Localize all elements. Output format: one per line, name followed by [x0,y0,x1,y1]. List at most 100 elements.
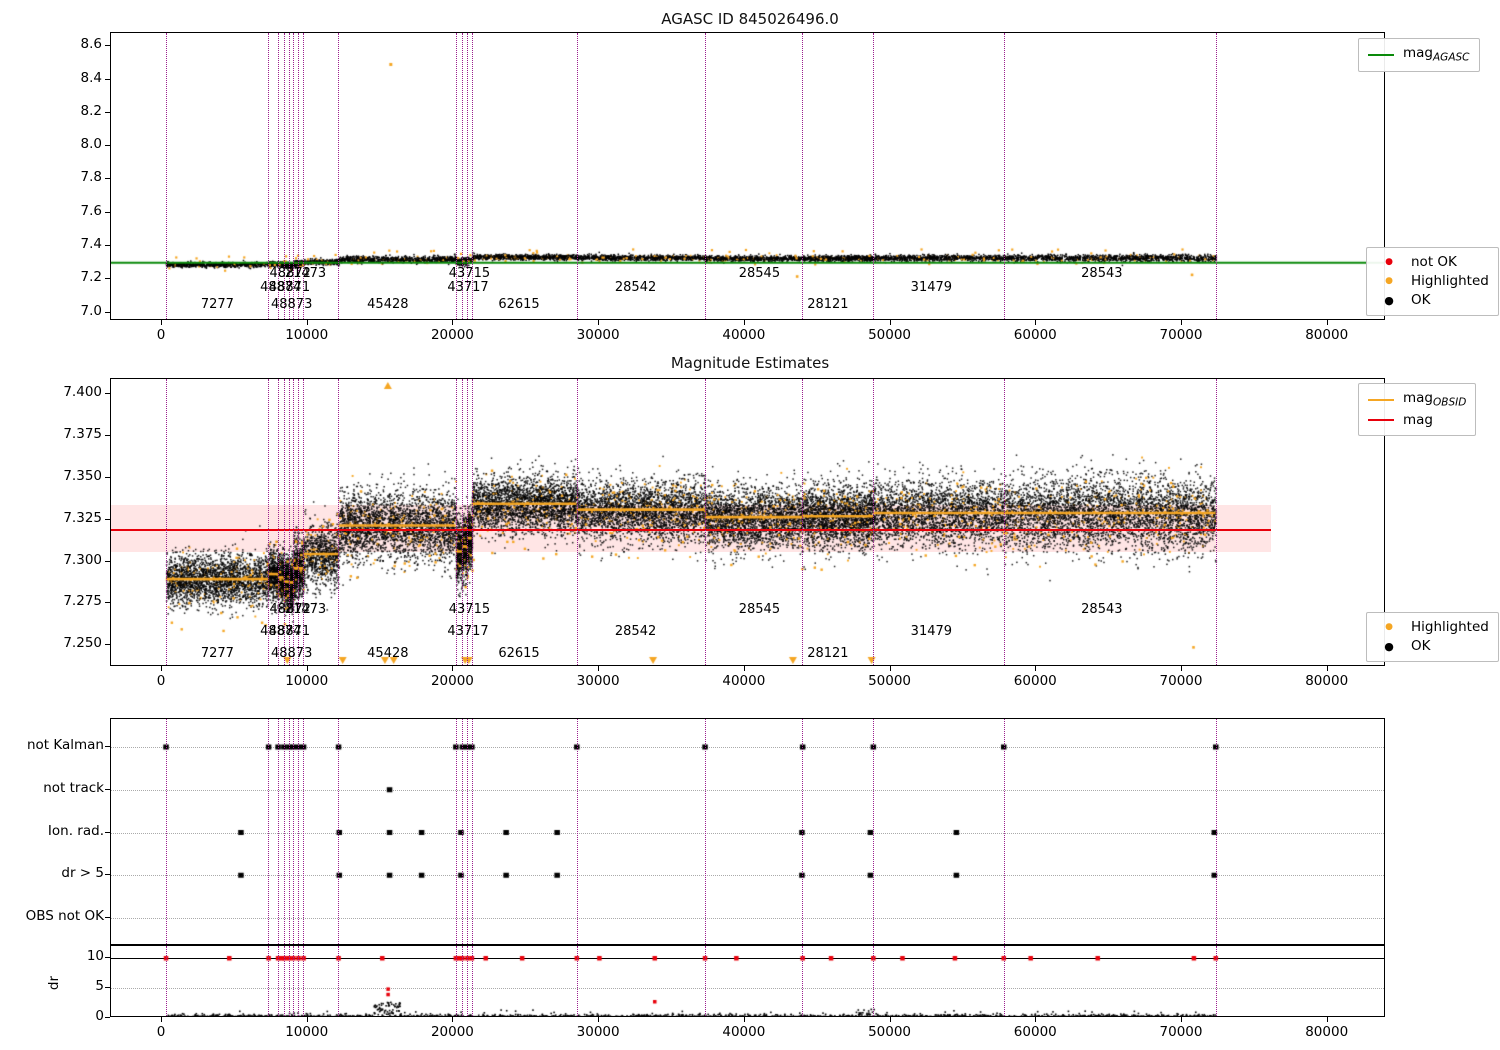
obsid-divider-line [873,379,875,665]
x-tick-label: 40000 [722,1024,766,1040]
obsid-divider-line [471,719,473,944]
legend-point-classes-panel1[interactable]: ● not OK ● Highlighted ● OK [1366,247,1499,317]
obsid-divider-line [293,719,295,944]
obsid-divider-line [165,946,167,1016]
x-tick-label: 50000 [868,1024,912,1040]
x-tick-label: 70000 [1159,327,1203,343]
obsid-divider-line [338,33,340,319]
obsid-divider-line [268,379,270,665]
obsid-label: 21473 [284,602,327,617]
obsid-label: 28121 [807,646,849,661]
dr-axis-label: dr [46,975,62,991]
obsid-divider-line [455,719,457,944]
obsid-divider-line [704,719,706,944]
legend-entry[interactable]: magAGASC [1368,44,1470,66]
x-tick-label: 30000 [576,327,620,343]
obsid-divider-line [462,379,464,665]
obsid-divider-line [303,946,305,1016]
obsid-divider-line [298,33,300,319]
obsid-divider-line [165,719,167,944]
obsid-divider-line [1003,379,1005,665]
obsid-divider-line [338,719,340,944]
dr-tick-label: 10 [86,948,104,964]
obsid-divider-line [338,379,340,665]
y-tick-mark [105,245,110,247]
y-tick-mark [105,1017,110,1018]
obsid-divider-line [1003,719,1005,944]
legend-label: Highlighted [1411,273,1489,290]
legend-entry[interactable]: magOBSID [1368,389,1466,411]
legend-point-classes-panel2[interactable]: ● Highlighted ● OK [1366,612,1499,663]
legend-mag-agasc[interactable]: magAGASC [1358,38,1480,72]
obsid-divider-line [293,379,295,665]
obsid-label: 45428 [367,297,409,312]
legend-label: OK [1411,638,1431,655]
legend-entry[interactable]: ● OK [1376,637,1489,656]
x-tick-label: 0 [156,1024,166,1040]
x-tick-mark [306,1017,308,1022]
obsid-divider-line [467,946,469,1016]
legend-line-swatch [1368,419,1394,422]
y-tick-mark [105,560,110,562]
y-tick-mark [105,957,110,958]
legend-entry[interactable]: ● Highlighted [1376,272,1489,291]
page-title: AGASC ID 845026496.0 [661,10,839,28]
obsid-divider-line [303,33,305,319]
y-tick-mark [105,987,110,988]
legend-line-swatch [1368,53,1394,56]
y-tick-mark [105,476,110,478]
legend-label: mag [1403,411,1433,428]
legend-label: Highlighted [1411,619,1489,635]
y-tick-mark [105,788,110,790]
obsid-divider-line [298,946,300,1016]
obsid-label: 43717 [447,624,489,639]
y-tick-mark [105,311,110,313]
x-tick-mark [161,666,162,671]
legend-entry[interactable]: ● not OK [1376,253,1489,272]
obsid-label: 7277 [200,646,234,661]
legend-entry[interactable]: ● OK [1376,291,1489,310]
obsid-divider-line [576,379,578,665]
y-tick-mark [105,78,110,80]
obsid-divider-line [303,719,305,944]
y-tick-mark [105,602,110,604]
legend-subscript: AGASC [1433,51,1470,64]
flags-panel [110,718,1385,945]
y-tick-label: 8.2 [80,102,102,119]
y-tick-label: 7.325 [63,509,102,526]
y-tick-mark [105,278,110,280]
y-tick-mark [105,178,110,180]
x-tick-mark [1181,666,1182,671]
obsid-divider-line [268,719,270,944]
obsid-divider-line [303,379,305,665]
obsid-divider-line [277,379,279,665]
x-tick-label: 40000 [722,673,766,689]
y-tick-label: 7.0 [80,302,102,319]
obsid-label: 28121 [807,297,849,312]
obsid-label: 48872 [269,266,311,281]
legend-dot-swatch: ● [1385,276,1393,287]
flag-row-label: OBS not OK [25,908,104,924]
panel2-title: Magnitude Estimates [670,354,830,372]
legend-subscript: OBSID [1433,396,1467,409]
y-tick-mark [105,434,110,436]
obsid-divider-line [1215,379,1217,665]
obsid-label: 48871 [268,624,311,639]
legend-entry[interactable]: ● Highlighted [1376,618,1489,637]
legend-entry[interactable]: mag [1368,411,1466,430]
obsid-label: 28542 [614,280,657,295]
obsid-divider-line [873,33,875,319]
obsid-label: 28545 [738,266,781,281]
obsid-divider-line [576,33,578,319]
y-tick-label: 8.4 [80,69,102,86]
obsid-label: 48873 [270,646,313,661]
mag-agasc-panel: 7277 48874 48871 48872 21473 48873 45428 43715 4… [110,32,1385,320]
x-tick-label: 60000 [1013,1024,1057,1040]
x-tick-mark [1326,320,1328,325]
x-tick-mark [161,1017,162,1022]
legend-mag-lines[interactable]: magOBSID mag [1358,383,1477,436]
obsid-divider-line [471,379,473,665]
y-tick-label: 7.2 [80,269,102,286]
obsid-label: 31479 [910,624,953,639]
magnitude-estimates-panel: 7277 48874 48871 48872 21473 48873 45428 43715 4… [110,378,1385,666]
